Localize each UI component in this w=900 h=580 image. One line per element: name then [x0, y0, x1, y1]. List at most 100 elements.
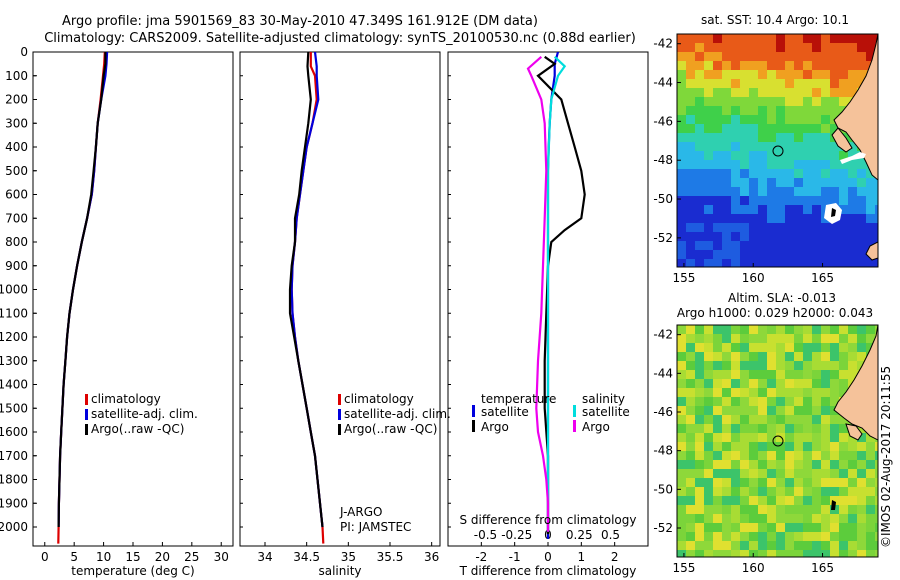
sst-cell — [686, 88, 696, 98]
sla-cell — [740, 361, 750, 371]
sla-cell — [776, 487, 786, 497]
sst-cell — [803, 232, 813, 242]
sla-cell — [839, 496, 849, 506]
sst-cell — [830, 232, 840, 242]
sst-cell — [785, 97, 795, 107]
sla-cell — [686, 379, 696, 389]
sla-cell — [677, 496, 687, 506]
sst-cell — [794, 250, 804, 260]
sst-cell — [812, 259, 822, 267]
sst-cell — [803, 187, 813, 197]
depth-tick-label: 1600 — [0, 425, 28, 439]
sst-cell — [758, 178, 768, 188]
sla-cell — [803, 370, 813, 380]
sst-cell — [677, 196, 687, 206]
sst-cell — [767, 151, 777, 161]
sla-cell — [830, 514, 840, 524]
sla-cell — [695, 460, 705, 470]
sla-cell — [731, 523, 741, 533]
sla-cell — [740, 415, 750, 425]
sst-cell — [812, 223, 822, 233]
sla-cell — [866, 433, 876, 443]
sla-cell — [866, 442, 876, 452]
sla-cell — [731, 406, 741, 416]
sla-cell — [749, 325, 759, 335]
sla-cell — [695, 334, 705, 344]
legend-swatch-t-satellite — [472, 405, 475, 417]
sst-cell — [866, 214, 876, 224]
sla-cell — [695, 550, 705, 557]
sla-cell — [839, 478, 849, 488]
sla-cell — [749, 460, 759, 470]
sla-cell — [812, 352, 822, 362]
sst-cell — [812, 43, 822, 53]
legend-label-s-satellite: satellite — [582, 405, 630, 419]
sla-cell — [695, 406, 705, 416]
sst-cell — [695, 124, 705, 134]
sla-cell — [731, 352, 741, 362]
sla-cell — [812, 487, 822, 497]
sst-cell — [686, 178, 696, 188]
sla-cell — [857, 487, 867, 497]
sla-cell — [785, 442, 795, 452]
sst-cell — [776, 106, 786, 116]
sst-cell — [695, 151, 705, 161]
sla-cell — [758, 352, 768, 362]
sst-cell — [758, 133, 768, 143]
legend-label-satellite: satellite-adj. clim. — [91, 407, 198, 421]
sla-cell — [749, 406, 759, 416]
sst-cell — [776, 88, 786, 98]
sst-cell — [722, 232, 732, 242]
sla-cell — [866, 451, 876, 461]
sst-cell — [812, 97, 822, 107]
sla-cell — [767, 406, 777, 416]
sst-cell — [740, 142, 750, 152]
temperature-axis-ticks: 0 5 10 15 20 25 30 — [33, 51, 229, 564]
sst-cell — [677, 169, 687, 179]
sst-cell — [830, 43, 840, 53]
sla-cell — [794, 505, 804, 515]
x-tick-label: 35 — [341, 550, 356, 564]
sla-cell — [812, 451, 822, 461]
sst-cell — [866, 52, 876, 62]
sla-cell — [830, 451, 840, 461]
map-y-tick-label: -52 — [653, 521, 673, 535]
sst-cell — [830, 259, 840, 267]
sla-map-frame — [676, 324, 879, 558]
sst-cell — [740, 97, 750, 107]
map-x-tick-label: 155 — [672, 561, 695, 575]
sla-cell — [803, 433, 813, 443]
sst-cell — [767, 97, 777, 107]
sst-cell — [848, 61, 858, 71]
sst-cell — [758, 88, 768, 98]
sla-cell — [803, 352, 813, 362]
sla-cell — [686, 325, 696, 335]
sla-cell — [731, 370, 741, 380]
sla-cell — [812, 370, 822, 380]
sla-cell — [740, 460, 750, 470]
sla-cell — [785, 451, 795, 461]
x-tick-label: 35.5 — [377, 550, 404, 564]
sst-cell — [731, 178, 741, 188]
sst-cell — [767, 169, 777, 179]
sst-cell — [848, 205, 858, 215]
sst-cell — [776, 214, 786, 224]
sla-cell — [713, 532, 723, 542]
sst-cell — [677, 178, 687, 188]
sla-cell — [731, 334, 741, 344]
sst-cell — [776, 52, 786, 62]
sla-cell — [875, 469, 878, 479]
depth-tick-label: 1300 — [0, 354, 28, 368]
sla-cell — [866, 514, 876, 524]
sst-cell — [839, 61, 849, 71]
sst-cell — [749, 79, 759, 89]
sla-cell — [776, 334, 786, 344]
sla-cell — [704, 406, 714, 416]
sst-cell — [758, 61, 768, 71]
sla-cell — [830, 334, 840, 344]
sst-cell — [794, 61, 804, 71]
sla-cell — [821, 388, 831, 398]
sst-cell — [785, 43, 795, 53]
sla-cell — [677, 388, 687, 398]
sst-cell — [785, 187, 795, 197]
